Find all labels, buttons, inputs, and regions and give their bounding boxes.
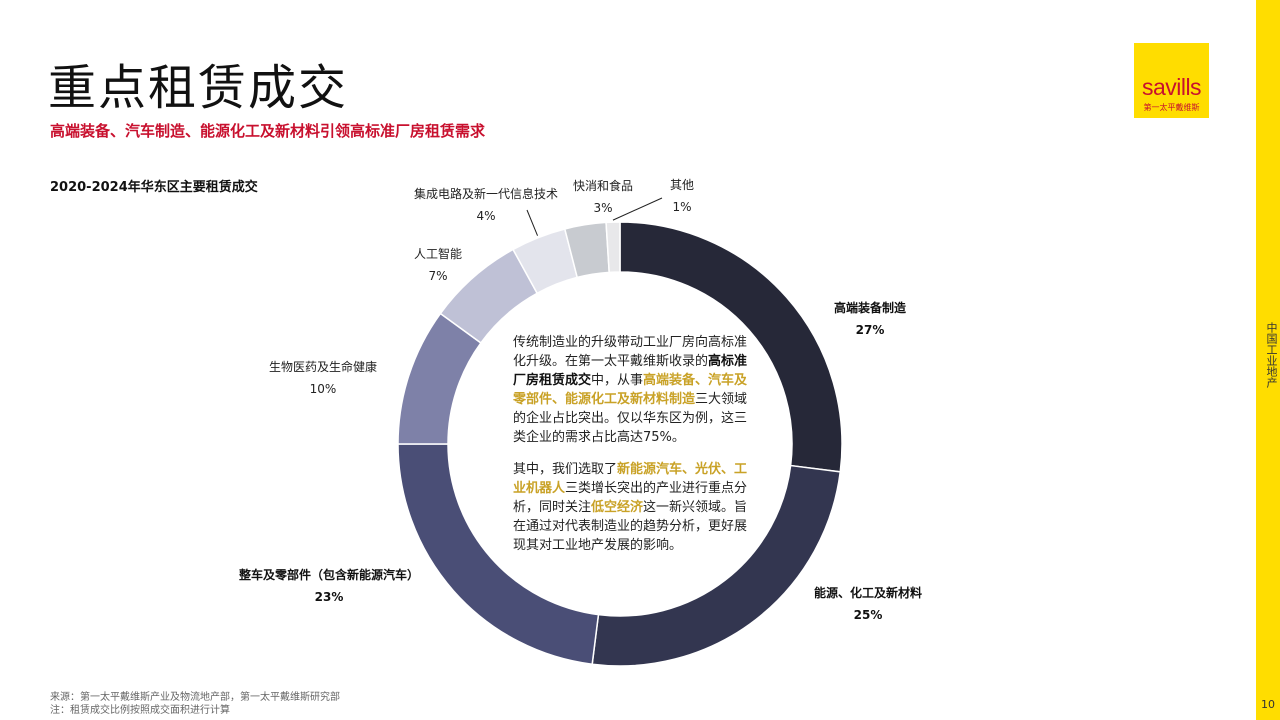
slice-label-2: 整车及零部件（包含新能源汽车） 23% <box>224 564 434 608</box>
logo-wordmark: savills <box>1141 74 1202 100</box>
slice-name-6: 快消和食品 <box>572 179 633 193</box>
para1-run-1: 高标准厂房租赁成交 <box>513 354 748 388</box>
para2-run-3: 低空经济 <box>591 500 644 515</box>
leader-line-5 <box>526 209 539 236</box>
slice-pct-4: 7% <box>428 269 448 283</box>
side-section-label: 中国工业地产 <box>1265 322 1278 388</box>
side-accent-bar <box>1256 0 1280 720</box>
slice-name-7: 其他 <box>669 178 694 192</box>
slice-label-7: 其他 1% <box>652 174 712 218</box>
slice-label-5: 集成电路及新一代信息技术 4% <box>386 183 586 227</box>
commentary-paragraph-1: 传统制造业的升级带动工业厂房向高标准化升级。在第一太平戴维斯收录的高标准厂房租赁… <box>513 333 753 447</box>
para2-run-2: 三类增长突出的产业进行重点分析，同时关注 <box>513 481 748 515</box>
slice-pct-5: 4% <box>476 209 496 223</box>
commentary-paragraph-2: 其中，我们选取了新能源汽车、光伏、工业机器人三类增长突出的产业进行重点分析，同时… <box>513 460 753 555</box>
slice-pct-6: 3% <box>593 201 613 215</box>
footer-notes: 来源：第一太平戴维斯产业及物流地产部，第一太平戴维斯研究部 注：租赁成交比例按照… <box>50 691 340 717</box>
footer-source: 来源：第一太平戴维斯产业及物流地产部，第一太平戴维斯研究部 <box>50 692 340 703</box>
slice-pct-0: 27% <box>855 323 885 337</box>
slice-name-0: 高端装备制造 <box>833 301 906 315</box>
page-number: 10 <box>1261 698 1275 711</box>
slice-pct-2: 23% <box>314 590 344 604</box>
chart-title: 2020-2024年华东区主要租赁成交 <box>50 180 258 195</box>
slice-pct-1: 25% <box>853 608 883 622</box>
slice-label-4: 人工智能 7% <box>398 243 478 287</box>
slice-name-4: 人工智能 <box>413 247 462 261</box>
slice-name-2: 整车及零部件（包含新能源汽车） <box>238 568 419 582</box>
para1-run-3: 高端装备、汽车及零部件、能源化工及新材料制造 <box>513 373 748 407</box>
leader-line-7 <box>612 197 663 221</box>
savills-logo: savills 第一太平戴维斯 <box>1134 43 1209 118</box>
slice-label-6: 快消和食品 3% <box>563 175 643 219</box>
donut-slice-7 <box>605 221 621 274</box>
para1-run-0: 传统制造业的升级带动工业厂房向高标准化升级。在第一太平戴维斯收录的 <box>513 335 748 369</box>
para2-run-1: 新能源汽车、光伏、工业机器人 <box>513 462 748 496</box>
footer-note: 注：租赁成交比例按照成交面积进行计算 <box>50 705 230 716</box>
para1-run-4: 三大领域的企业占比突出。仅以华东区为例，这三类企业的需求占比高达75%。 <box>513 392 748 445</box>
para2-run-0: 其中，我们选取了 <box>513 462 618 477</box>
donut-slices <box>397 221 843 667</box>
chart-center-commentary: 传统制造业的升级带动工业厂房向高标准化升级。在第一太平戴维斯收录的高标准厂房租赁… <box>513 333 753 568</box>
slice-name-3: 生物医药及生命健康 <box>268 360 377 374</box>
slice-name-5: 集成电路及新一代信息技术 <box>413 187 558 201</box>
slice-pct-3: 10% <box>309 382 337 396</box>
para1-run-2: 中，从事 <box>591 373 644 388</box>
slice-name-1: 能源、化工及新材料 <box>813 586 922 600</box>
page-title: 重点租赁成交 <box>48 60 349 116</box>
slice-label-1: 能源、化工及新材料 25% <box>800 582 936 626</box>
slice-label-0: 高端装备制造 27% <box>820 297 920 341</box>
slice-label-3: 生物医药及生命健康 10% <box>258 356 388 400</box>
slice-pct-7: 1% <box>672 200 692 214</box>
leader-lines <box>526 197 663 236</box>
para2-run-4: 这一新兴领域。旨在通过对代表制造业的趋势分析，更好展现其对工业地产发展的影响。 <box>513 500 748 553</box>
logo-subtext: 第一太平戴维斯 <box>1143 103 1200 112</box>
page-subtitle: 高端装备、汽车制造、能源化工及新材料引领高标准厂房租赁需求 <box>50 122 486 140</box>
